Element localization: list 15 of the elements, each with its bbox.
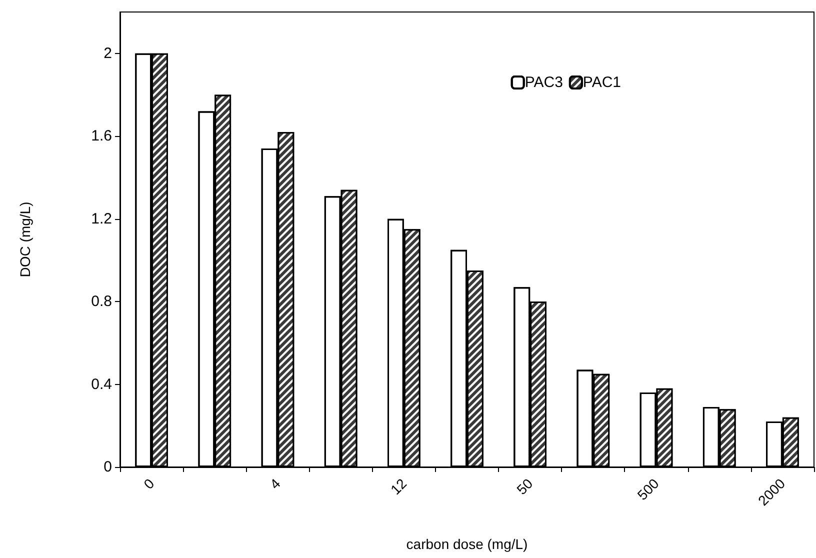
legend-label: PAC3 bbox=[524, 74, 563, 91]
legend-label: PAC1 bbox=[582, 74, 622, 91]
y-tick-label: 2 bbox=[104, 44, 112, 62]
y-tick-label: 0.4 bbox=[91, 376, 112, 393]
y-tick-label: 1.6 bbox=[91, 128, 112, 145]
y-tick-label: 0 bbox=[104, 458, 112, 476]
y-tick-label: 1.2 bbox=[91, 210, 112, 228]
x-tick-label: 0 bbox=[140, 475, 158, 492]
y-axis-title: DOC (mg/L) bbox=[17, 202, 33, 278]
y-tick-label: 0.8 bbox=[91, 293, 112, 310]
x-tick-label: 12 bbox=[387, 475, 410, 498]
x-axis-title: carbon dose (mg/L) bbox=[406, 536, 528, 552]
x-tick-label: 50 bbox=[513, 475, 536, 498]
x-tick-label: 4 bbox=[266, 475, 284, 492]
x-tick-label: 500 bbox=[634, 475, 662, 504]
